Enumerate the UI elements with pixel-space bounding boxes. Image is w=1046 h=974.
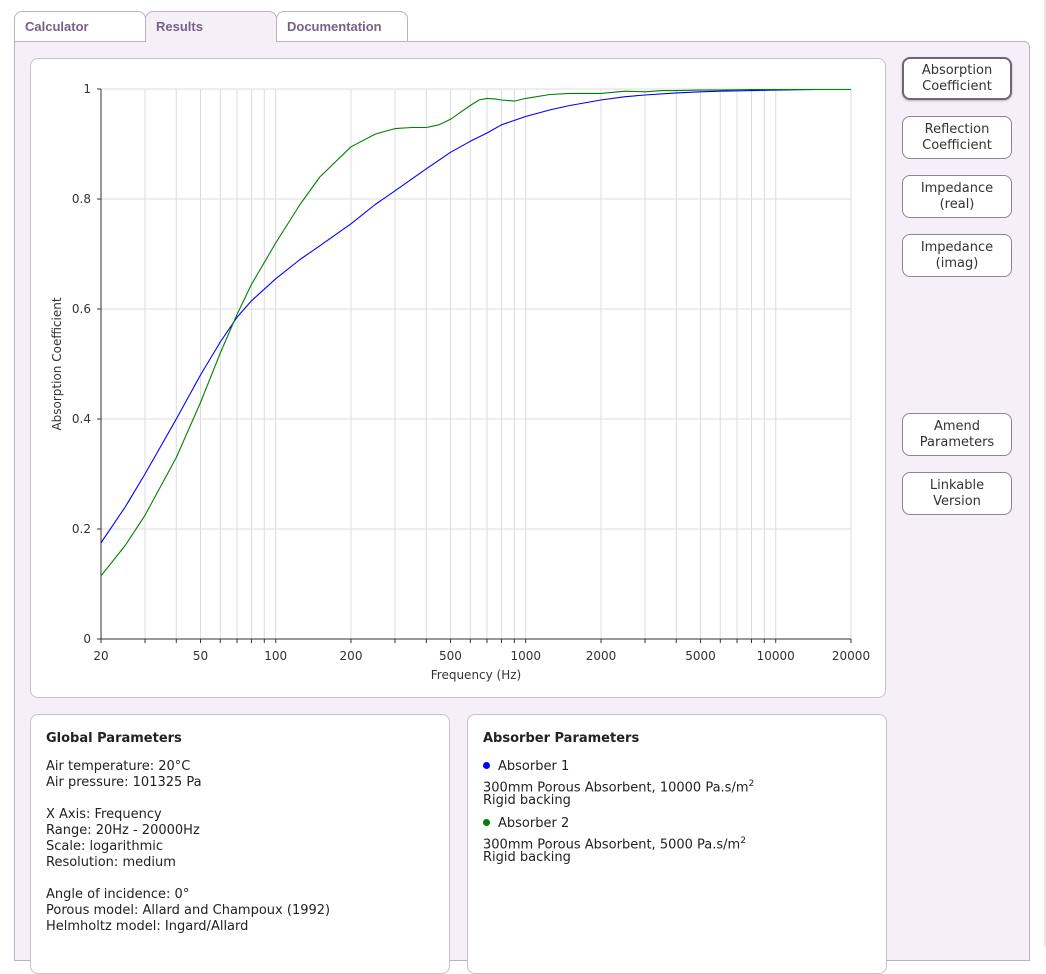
chart-container: 20 50 100 200 500 1000 2000 5000 10000 20000 0 0.2 0… xyxy=(30,58,886,698)
tab-calculator[interactable]: Calculator xyxy=(14,11,146,41)
x-tick-label: 500 xyxy=(439,649,462,663)
absorber-2-description-text: 300mm Porous Absorbent, 5000 Pa.s/m xyxy=(483,837,741,853)
porous-model-text: Porous model: Allard and Champoux (1992) xyxy=(46,903,331,918)
absorption-coefficient-button[interactable]: Absorption Coefficient xyxy=(902,57,1012,100)
x-tick-label: 20000 xyxy=(832,649,870,663)
resolution-text: Resolution: medium xyxy=(46,855,176,870)
button-label-line: Reflection xyxy=(924,121,990,137)
button-label-line: Version xyxy=(933,493,981,509)
x-tick-label: 50 xyxy=(193,649,208,663)
button-label-line: Absorption xyxy=(921,62,993,78)
x-tick-label: 5000 xyxy=(685,649,716,663)
x-tick-label: 1000 xyxy=(510,649,541,663)
button-label-line: Parameters xyxy=(919,434,995,450)
absorber-parameters-box: Absorber Parameters Absorber 1 300mm Por… xyxy=(467,714,887,974)
window-edge xyxy=(1044,0,1046,947)
unit-superscript: 2 xyxy=(748,779,755,789)
x-axis-text: X Axis: Frequency xyxy=(46,807,162,822)
tab-results[interactable]: Results xyxy=(145,11,277,42)
impedance-real-button[interactable]: Impedance (real) xyxy=(902,175,1012,218)
x-tick-label: 2000 xyxy=(586,649,617,663)
absorber-2-description: 300mm Porous Absorbent, 5000 Pa.s/m2 xyxy=(483,833,746,853)
x-tick-label: 10000 xyxy=(757,649,795,663)
y-tick-label: 0.8 xyxy=(72,192,91,206)
y-tick-label: 0.2 xyxy=(72,522,91,536)
y-tick-label: 0.6 xyxy=(72,302,91,316)
absorber-2-color-dot xyxy=(483,819,490,826)
x-axis-label: Frequency (Hz) xyxy=(431,668,522,682)
absorber-1-description: 300mm Porous Absorbent, 10000 Pa.s/m2 xyxy=(483,776,754,796)
range-text: Range: 20Hz - 20000Hz xyxy=(46,823,200,838)
air-pressure-text: Air pressure: 101325 Pa xyxy=(46,775,202,790)
absorber-1-description-text: 300mm Porous Absorbent, 10000 Pa.s/m xyxy=(483,780,749,796)
absorber-1-name: Absorber 1 xyxy=(498,759,570,774)
button-label-line: (imag) xyxy=(935,255,979,271)
global-parameters-title: Global Parameters xyxy=(46,731,182,746)
absorber-1-legend: Absorber 1 xyxy=(483,759,569,775)
y-tick-label: 0.4 xyxy=(72,412,91,426)
air-temperature-text: Air temperature: 20°C xyxy=(46,759,191,774)
series-line-2 xyxy=(100,88,851,577)
amend-parameters-button[interactable]: Amend Parameters xyxy=(902,413,1012,456)
absorber-1-backing: Rigid backing xyxy=(483,793,571,808)
x-tick-label: 20 xyxy=(93,649,108,663)
button-label-line: Linkable xyxy=(929,477,985,493)
absorber-parameters-title: Absorber Parameters xyxy=(483,731,640,746)
button-label-line: Coefficient xyxy=(922,78,992,94)
button-label-line: Impedance xyxy=(920,180,994,196)
reflection-coefficient-button[interactable]: Reflection Coefficient xyxy=(902,116,1012,159)
global-parameters-box: Global Parameters Air temperature: 20°C … xyxy=(30,714,450,974)
angle-of-incidence-text: Angle of incidence: 0° xyxy=(46,887,190,902)
unit-superscript: 2 xyxy=(740,836,746,846)
absorption-chart: 20 50 100 200 500 1000 2000 5000 10000 20000 0 0.2 0… xyxy=(50,82,870,682)
absorber-2-name: Absorber 2 xyxy=(498,816,570,831)
button-label-line: Amend xyxy=(933,418,981,434)
y-axis-label: Absorption Coefficient xyxy=(50,297,64,430)
button-label-line: Impedance xyxy=(920,239,994,255)
x-tick-label: 100 xyxy=(264,649,287,663)
series-line-1 xyxy=(100,88,851,544)
scale-text: Scale: logarithmic xyxy=(46,839,163,854)
absorber-1-color-dot xyxy=(483,762,490,769)
linkable-version-button[interactable]: Linkable Version xyxy=(902,472,1012,515)
absorber-2-legend: Absorber 2 xyxy=(483,816,569,832)
x-tick-label: 200 xyxy=(340,649,363,663)
helmholtz-model-text: Helmholtz model: Ingard/Allard xyxy=(46,919,249,934)
button-label-line: (real) xyxy=(939,196,975,212)
absorber-2-backing: Rigid backing xyxy=(483,850,571,865)
y-tick-label: 1 xyxy=(83,82,91,96)
button-label-line: Coefficient xyxy=(922,137,992,153)
impedance-imag-button[interactable]: Impedance (imag) xyxy=(902,234,1012,277)
y-tick-label: 0 xyxy=(83,632,91,646)
tab-documentation[interactable]: Documentation xyxy=(276,11,408,41)
